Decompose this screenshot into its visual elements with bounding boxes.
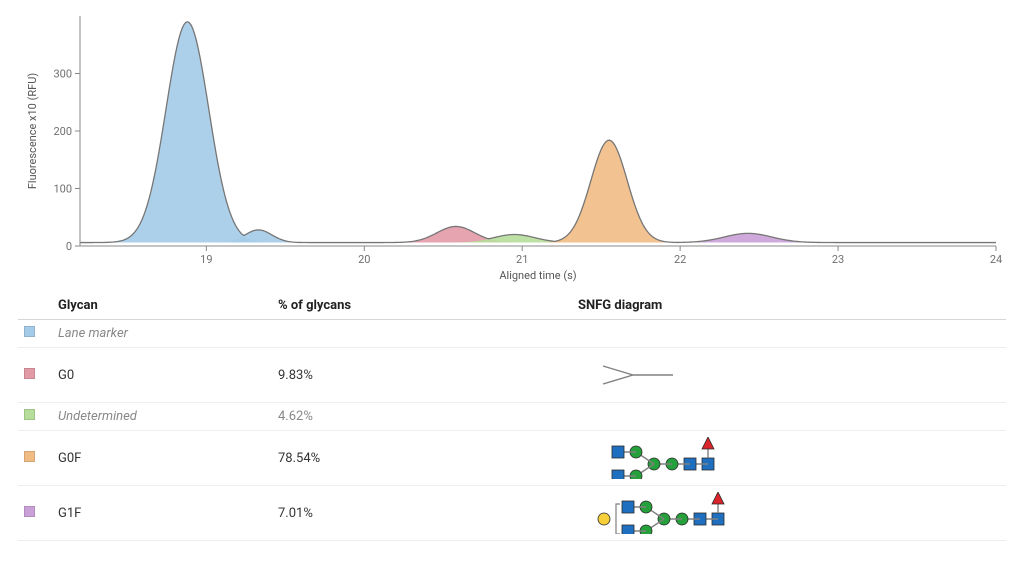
snfg-diagram	[572, 320, 1006, 348]
table-row: Undetermined4.62%	[18, 403, 1006, 431]
table-row: Lane marker	[18, 320, 1006, 348]
snfg-diagram	[572, 486, 1006, 541]
y-tick-label: 100	[53, 183, 72, 196]
glycan-percent: 78.54%	[272, 431, 572, 486]
glycan-name: G1F	[52, 486, 272, 541]
glycan-percent: 4.62%	[272, 403, 572, 431]
glycan-percent: 7.01%	[272, 486, 572, 541]
table-row: G0F78.54%	[18, 431, 1006, 486]
electropherogram-chart: 19 20 21 22 23 24 0 100 200 300 Aligned time (s) Fl…	[18, 8, 1006, 286]
color-swatch	[24, 326, 35, 337]
table-row: G1F7.01%	[18, 486, 1006, 541]
color-swatch	[24, 451, 35, 462]
glycan-percent	[272, 320, 572, 348]
x-axis-label: Aligned time (s)	[499, 269, 576, 282]
x-tick-label: 20	[358, 253, 370, 266]
x-tick-label: 24	[990, 253, 1002, 266]
color-swatch	[24, 368, 35, 379]
snfg-diagram	[572, 403, 1006, 431]
header-diagram: SNFG diagram	[572, 292, 1006, 320]
x-tick-label: 21	[516, 253, 528, 266]
glycan-name: Lane marker	[52, 320, 272, 348]
y-axis-label: Fluorescence x10 (RFU)	[26, 73, 39, 190]
x-tick-label: 22	[674, 253, 686, 266]
x-tick-label: 23	[832, 253, 844, 266]
y-tick-label: 200	[53, 125, 72, 138]
snfg-diagram	[572, 431, 1006, 486]
y-tick-label: 0	[66, 240, 72, 253]
glycan-table: Glycan % of glycans SNFG diagram Lane ma…	[18, 292, 1006, 541]
peak-lane-marker	[80, 22, 996, 243]
header-glycan: Glycan	[52, 292, 272, 320]
snfg-diagram	[572, 348, 1006, 403]
color-swatch	[24, 506, 35, 517]
glycan-name: G0	[52, 348, 272, 403]
header-percent: % of glycans	[272, 292, 572, 320]
table-row: G09.83%	[18, 348, 1006, 403]
glycan-percent: 9.83%	[272, 348, 572, 403]
y-tick-label: 300	[53, 68, 72, 81]
glycan-name: Undetermined	[52, 403, 272, 431]
glycan-name: G0F	[52, 431, 272, 486]
x-tick-label: 19	[200, 253, 212, 266]
color-swatch	[24, 409, 35, 420]
